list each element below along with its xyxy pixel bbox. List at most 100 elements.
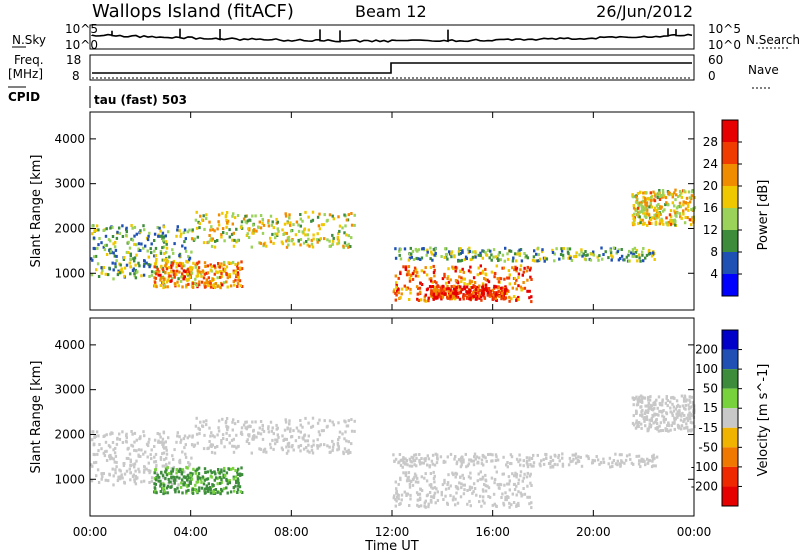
echo-cell: [170, 482, 174, 486]
echo-cell: [408, 279, 412, 283]
echo-cell: [235, 479, 238, 483]
echo-cell: [150, 479, 154, 483]
echo-cell: [432, 494, 436, 498]
echo-cell: [220, 264, 223, 268]
echo-cell: [439, 286, 442, 290]
echo-cell: [127, 240, 130, 244]
echo-cell: [220, 441, 223, 445]
echo-cell: [154, 468, 157, 472]
power-colorbar-swatch: [722, 252, 738, 274]
echo-cell: [133, 462, 137, 466]
echo-cell: [252, 429, 255, 433]
echo-cell: [508, 282, 511, 286]
echo-cell: [133, 480, 136, 484]
echo-cell: [276, 227, 279, 231]
echo-cell: [258, 241, 261, 245]
echo-cell: [396, 289, 399, 293]
echo-cell: [90, 463, 93, 467]
echo-cell: [178, 467, 182, 471]
echo-cell: [543, 256, 547, 260]
echo-cell: [454, 293, 457, 297]
echo-cell: [100, 472, 103, 476]
echo-cell: [492, 255, 495, 259]
echo-cell: [90, 257, 93, 261]
echo-cell: [148, 481, 151, 484]
echo-cell: [645, 418, 649, 421]
echo-cell: [417, 286, 420, 290]
echo-cell: [492, 492, 496, 496]
echo-cell: [653, 258, 656, 261]
echo-cell: [474, 292, 478, 295]
echo-cell: [319, 237, 322, 241]
echo-cell: [519, 248, 523, 251]
echo-cell: [134, 268, 137, 272]
echo-cell: [224, 268, 227, 271]
echo-cell: [336, 235, 340, 239]
echo-cell: [433, 463, 437, 467]
echo-cell: [487, 248, 491, 252]
echo-cell: [461, 287, 464, 291]
echo-cell: [643, 212, 647, 216]
echo-cell: [132, 463, 135, 467]
echo-cell: [477, 472, 480, 476]
echo-cell: [458, 297, 462, 301]
echo-cell: [240, 267, 244, 271]
echo-cell: [284, 214, 288, 218]
echo-cell: [450, 250, 454, 254]
echo-cell: [557, 453, 561, 457]
echo-cell: [671, 414, 674, 417]
echo-cell: [486, 291, 490, 294]
echo-cell: [649, 218, 653, 222]
echo-cell: [573, 255, 576, 259]
echo-cell: [162, 484, 165, 488]
echo-cell: [577, 455, 580, 459]
echo-cell: [128, 246, 132, 250]
echo-cell: [216, 271, 219, 275]
echo-cell: [523, 492, 527, 496]
echo-cell: [440, 490, 443, 494]
echo-cell: [532, 453, 535, 457]
echo-cell: [117, 271, 120, 275]
echo-cell: [464, 452, 467, 456]
echo-cell: [121, 476, 124, 480]
echo-cell: [306, 243, 309, 247]
echo-cell: [131, 444, 135, 448]
echo-cell: [655, 422, 659, 425]
echo-cell: [191, 283, 195, 287]
echo-cell: [429, 246, 432, 250]
power-colorbar-swatch: [722, 142, 738, 164]
echo-cell: [114, 265, 117, 269]
echo-cell: [431, 285, 435, 288]
echo-cell: [290, 229, 293, 233]
echo-cell: [258, 220, 261, 224]
power-colorbar-tick-label: 24: [703, 157, 718, 171]
echo-cell: [258, 426, 261, 430]
echo-cell: [294, 233, 298, 237]
echo-cell: [316, 238, 319, 242]
echo-cell: [247, 227, 250, 231]
echo-cell: [311, 451, 315, 455]
echo-cell: [641, 408, 644, 412]
echo-cell: [137, 247, 140, 251]
echo-cell: [462, 295, 465, 299]
echo-cell: [183, 264, 186, 268]
echo-cell: [662, 418, 665, 422]
echo-cell: [525, 254, 528, 258]
echo-cell: [406, 463, 409, 467]
echo-cell: [148, 275, 151, 278]
echo-cell: [311, 210, 315, 214]
echo-cell: [433, 274, 436, 278]
echo-cell: [454, 471, 457, 475]
echo-cell: [513, 252, 517, 256]
echo-cell: [454, 279, 458, 282]
echo-cell: [162, 464, 166, 468]
echo-cell: [451, 498, 455, 502]
echo-cell: [117, 475, 120, 479]
echo-cell: [262, 223, 266, 227]
echo-cell: [206, 489, 210, 493]
echo-cell: [647, 427, 650, 431]
echo-cell: [453, 457, 456, 461]
echo-cell: [482, 463, 485, 467]
echo-cell: [509, 249, 513, 253]
echo-cell: [161, 437, 165, 441]
